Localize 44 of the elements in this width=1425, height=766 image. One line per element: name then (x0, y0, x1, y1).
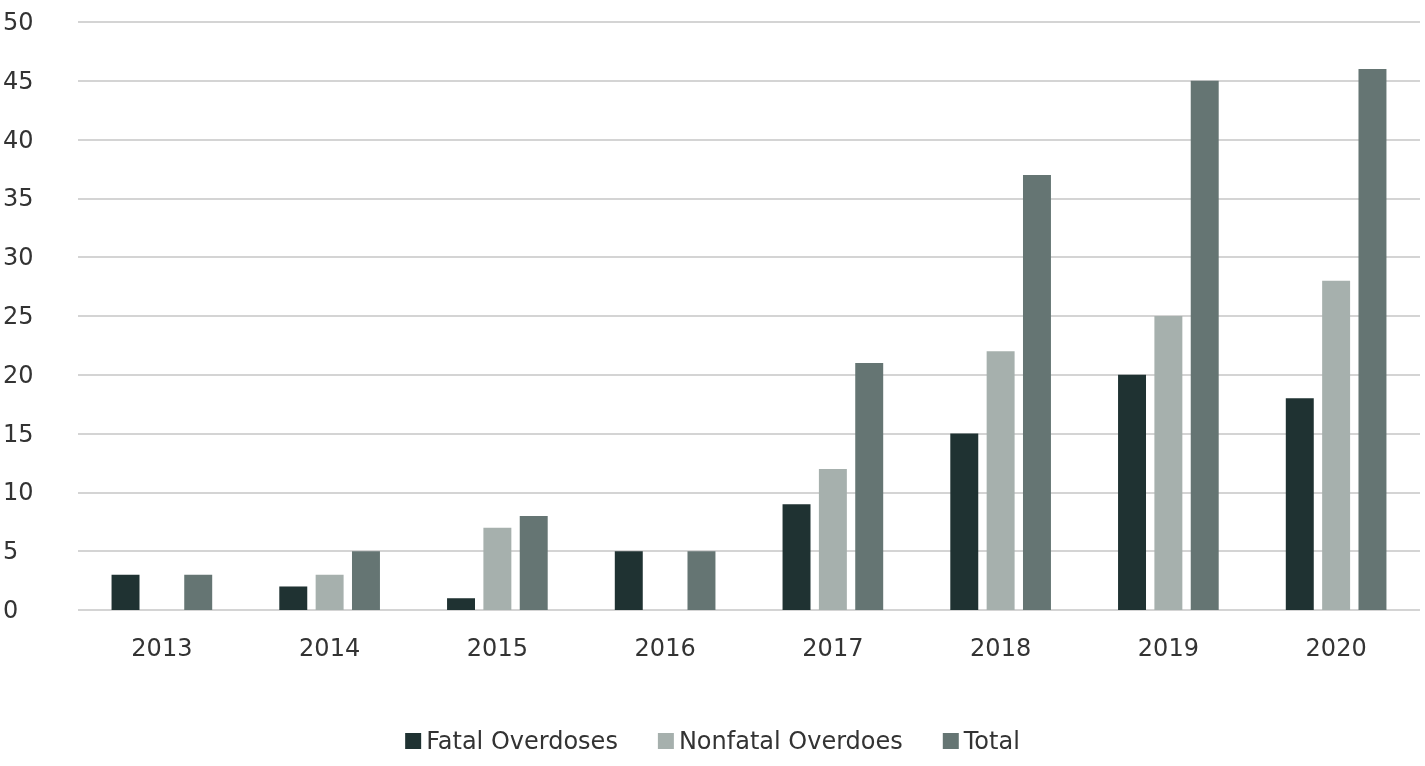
y-tick-label: 35 (3, 184, 34, 213)
x-tick-label: 2018 (970, 634, 1032, 662)
bar (855, 363, 884, 610)
y-tick-label: 30 (3, 243, 34, 272)
bar (315, 574, 344, 610)
bar (184, 574, 213, 610)
bar (950, 433, 979, 610)
bar (986, 351, 1015, 610)
bar (111, 574, 140, 610)
bar (614, 551, 643, 610)
x-tick-label: 2013 (131, 634, 193, 662)
legend-label: Nonfatal Overdoes (678, 727, 903, 755)
y-tick-label: 40 (3, 125, 34, 154)
y-tick-label: 0 (3, 596, 19, 624)
y-tick-label: 5 (3, 537, 19, 566)
bar (1285, 398, 1314, 610)
bar (1190, 80, 1219, 610)
y-tick-label: 25 (3, 302, 34, 330)
x-tick-label: 2015 (466, 634, 528, 662)
y-tick-label: 50 (3, 8, 34, 36)
bar (279, 586, 308, 610)
x-tick-label: 2019 (1137, 634, 1199, 662)
y-tick-label: 15 (3, 419, 34, 448)
bar (447, 598, 476, 610)
legend-label: Fatal Overdoses (426, 727, 618, 755)
y-tick-label: 20 (3, 360, 34, 389)
bar (1118, 374, 1147, 610)
y-tick-label: 45 (3, 66, 34, 95)
bar (1022, 174, 1051, 610)
bar (483, 527, 512, 610)
y-tick-label: 10 (3, 478, 34, 507)
legend-label: Total (962, 727, 1020, 755)
bar (818, 468, 847, 610)
x-tick-label: 2014 (299, 634, 361, 662)
bar (1358, 69, 1387, 610)
bar (351, 551, 380, 610)
x-tick-label: 2017 (802, 634, 864, 662)
bar (519, 515, 548, 610)
bar (687, 551, 716, 610)
bar (1322, 280, 1351, 610)
x-tick-label: 2020 (1305, 634, 1367, 662)
x-tick-label: 2016 (634, 634, 696, 662)
bar (1154, 316, 1183, 610)
bar (782, 504, 811, 610)
